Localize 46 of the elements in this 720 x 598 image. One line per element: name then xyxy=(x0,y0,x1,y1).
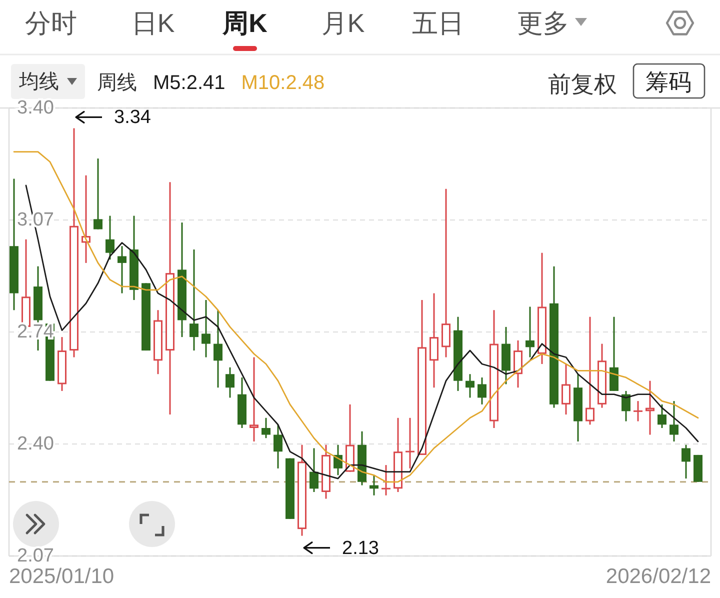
candlestick xyxy=(634,400,642,422)
candlestick xyxy=(310,447,318,493)
text: 五日 xyxy=(412,8,464,38)
candlestick xyxy=(514,340,522,388)
text: M10:2.48 xyxy=(241,72,325,94)
candlestick xyxy=(106,215,114,260)
candlestick xyxy=(526,306,534,358)
candlestick xyxy=(562,363,570,416)
legend-title: 周线 xyxy=(97,72,137,94)
text: 2026/02/12 xyxy=(606,564,711,588)
text: 前复权 xyxy=(548,71,617,97)
candlestick xyxy=(610,316,618,392)
text: 分时 xyxy=(25,8,77,38)
candlestick xyxy=(658,404,666,429)
text: 月K xyxy=(321,8,366,38)
candlestick xyxy=(274,424,282,470)
candlestick xyxy=(430,292,438,388)
candlestick xyxy=(682,444,690,480)
candlestick xyxy=(586,316,594,426)
text: 周K xyxy=(222,8,268,38)
candlestick xyxy=(466,373,474,398)
text: 更多 xyxy=(517,8,569,38)
candlestick xyxy=(250,356,258,442)
y-tick-label: 3.40 xyxy=(17,98,54,118)
annotation: 3.34 xyxy=(114,106,152,128)
text: 日K xyxy=(131,8,176,38)
candlestick xyxy=(202,299,210,358)
candlestick xyxy=(262,417,270,439)
candlestick xyxy=(670,400,678,442)
annotation: 2.13 xyxy=(342,537,379,558)
candlestick xyxy=(382,464,390,496)
candlestick xyxy=(214,309,222,388)
text: 2025/01/10 xyxy=(9,564,114,588)
candlestick xyxy=(94,158,102,230)
text: 筹码 xyxy=(646,69,692,95)
y-tick-label: 2.40 xyxy=(17,434,54,454)
candlestick xyxy=(190,248,198,352)
text: M5:2.41 xyxy=(153,72,226,94)
candlestick xyxy=(406,417,414,470)
y-tick-label: 2.07 xyxy=(17,546,54,566)
candlestick xyxy=(478,376,486,406)
candlestick xyxy=(118,245,126,294)
text: 均线 xyxy=(18,71,59,93)
candlestick xyxy=(646,380,654,436)
candlestick xyxy=(442,188,450,358)
candlestick xyxy=(226,366,234,398)
